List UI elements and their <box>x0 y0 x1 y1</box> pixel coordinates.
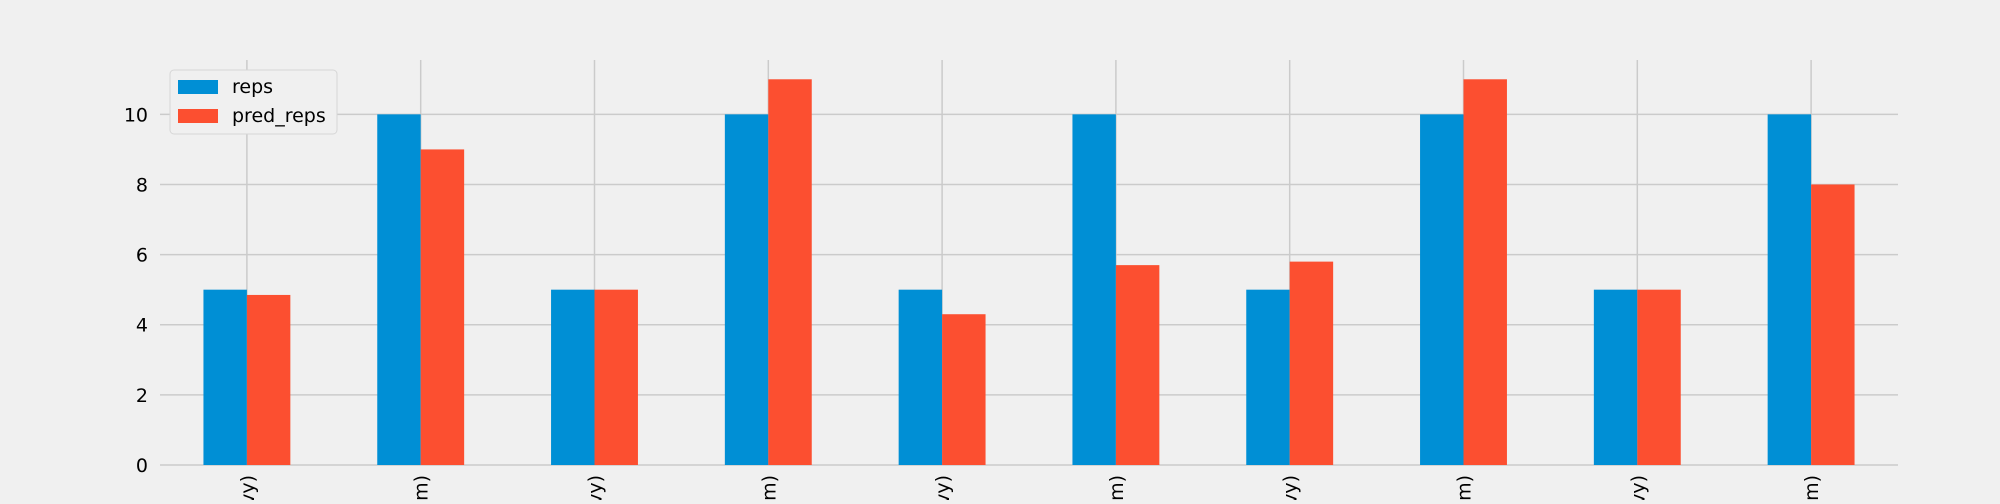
bar-pred_reps-9 <box>1637 289 1681 465</box>
legend-label-pred_reps: pred_reps <box>232 105 326 127</box>
y-tick-label: 0 <box>136 455 148 477</box>
bar-pred_reps-3 <box>594 289 638 465</box>
x-tick-label: vy) <box>1627 475 1649 500</box>
x-tick-label: vy) <box>1280 475 1302 500</box>
y-tick-label: 10 <box>124 104 148 126</box>
bar-reps-3 <box>551 289 595 465</box>
bar-pred_reps-4 <box>768 79 812 466</box>
x-tick-label: vy) <box>237 475 259 500</box>
bars <box>203 79 1855 466</box>
bar-reps-4 <box>724 114 769 465</box>
x-tick-label: vy) <box>585 475 607 500</box>
x-tick-label: m) <box>411 475 433 500</box>
x-tick-label: vy) <box>932 475 954 500</box>
bar-reps-7 <box>1246 289 1290 465</box>
bar-reps-9 <box>1593 289 1638 465</box>
legend-swatch-reps <box>178 80 218 94</box>
bar-pred_reps-1 <box>246 294 291 465</box>
y-tick-label: 8 <box>136 174 148 196</box>
bar-pred_reps-7 <box>1289 261 1334 465</box>
bar-reps-6 <box>1072 114 1116 465</box>
x-tick-label: m) <box>1454 475 1476 500</box>
bar-reps-5 <box>898 289 943 465</box>
bar-pred_reps-2 <box>420 149 465 465</box>
x-tick-label: m) <box>1801 475 1823 500</box>
y-axis: 0 2 4 6 8 10 <box>124 104 148 477</box>
bar-pred_reps-6 <box>1115 265 1160 465</box>
y-tick-label: 6 <box>136 245 148 267</box>
y-tick-label: 4 <box>136 315 148 337</box>
legend-swatch-pred_reps <box>178 109 218 123</box>
legend-label-reps: reps <box>232 76 273 98</box>
legend: reps pred_reps <box>169 69 338 135</box>
x-tick-label: m) <box>758 475 780 500</box>
bar-pred_reps-8 <box>1463 79 1507 466</box>
bar-reps-1 <box>203 289 247 465</box>
x-axis: vy) m) vy) m) vy) m) vy) m) vy) m) <box>237 475 1823 504</box>
bar-pred_reps-10 <box>1811 184 1855 465</box>
bar-pred_reps-5 <box>942 314 986 465</box>
x-tick-label: m) <box>1106 475 1128 500</box>
bar-reps-10 <box>1767 114 1812 465</box>
y-tick-label: 2 <box>136 385 148 407</box>
bar-reps-8 <box>1420 114 1464 465</box>
bar-reps-2 <box>377 114 421 465</box>
